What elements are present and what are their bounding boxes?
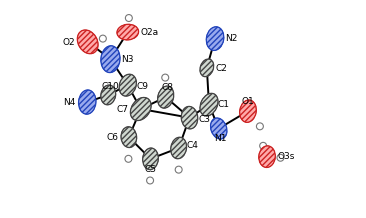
Text: C1: C1 bbox=[218, 100, 229, 109]
Circle shape bbox=[162, 74, 169, 81]
Circle shape bbox=[100, 35, 106, 42]
Ellipse shape bbox=[143, 148, 158, 170]
Ellipse shape bbox=[77, 30, 98, 54]
Text: N3: N3 bbox=[121, 55, 134, 64]
Ellipse shape bbox=[171, 137, 187, 159]
Text: C8: C8 bbox=[162, 83, 174, 92]
Ellipse shape bbox=[79, 90, 96, 114]
Ellipse shape bbox=[259, 146, 275, 167]
Text: N2: N2 bbox=[225, 34, 237, 43]
Ellipse shape bbox=[210, 118, 227, 139]
Text: N4: N4 bbox=[64, 98, 76, 107]
Ellipse shape bbox=[117, 24, 139, 40]
Circle shape bbox=[125, 155, 132, 162]
Circle shape bbox=[147, 177, 154, 184]
Ellipse shape bbox=[200, 93, 218, 116]
Circle shape bbox=[126, 15, 132, 22]
Ellipse shape bbox=[101, 46, 120, 73]
Ellipse shape bbox=[158, 86, 174, 108]
Text: C6: C6 bbox=[107, 133, 119, 142]
Text: C3: C3 bbox=[198, 115, 210, 124]
Circle shape bbox=[277, 154, 284, 161]
Text: C9: C9 bbox=[137, 82, 149, 91]
Circle shape bbox=[260, 142, 266, 149]
Text: O3s: O3s bbox=[277, 152, 295, 161]
Text: O2a: O2a bbox=[140, 28, 158, 37]
Text: C5: C5 bbox=[145, 165, 157, 174]
Ellipse shape bbox=[119, 74, 137, 96]
Ellipse shape bbox=[181, 106, 198, 129]
Ellipse shape bbox=[200, 59, 214, 77]
Ellipse shape bbox=[121, 127, 137, 148]
Text: O2: O2 bbox=[63, 38, 75, 48]
Text: O1: O1 bbox=[242, 97, 254, 106]
Text: C7: C7 bbox=[117, 104, 129, 114]
Ellipse shape bbox=[101, 85, 116, 105]
Circle shape bbox=[175, 166, 182, 173]
Text: N1: N1 bbox=[214, 134, 227, 143]
Text: C4: C4 bbox=[187, 141, 199, 150]
Circle shape bbox=[257, 123, 264, 130]
Ellipse shape bbox=[240, 100, 256, 122]
Text: C2: C2 bbox=[215, 65, 227, 73]
Ellipse shape bbox=[130, 97, 151, 121]
Ellipse shape bbox=[206, 27, 224, 50]
Text: C10: C10 bbox=[102, 82, 120, 91]
